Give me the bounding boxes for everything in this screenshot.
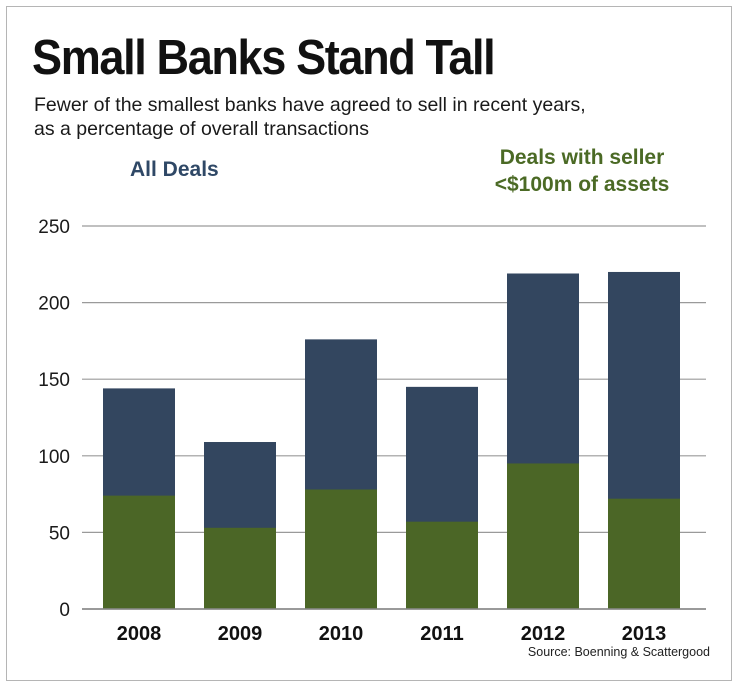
y-tick-label-100: 100	[38, 447, 70, 468]
subtitle-line-2: as a percentage of overall transactions	[34, 118, 369, 140]
bar-small-seller-2013	[608, 498, 680, 609]
bar-small-seller-2008	[103, 495, 175, 609]
y-tick-label-150: 150	[38, 370, 70, 391]
y-tick-label-200: 200	[38, 294, 70, 315]
x-tick-label-2010: 2010	[319, 623, 364, 645]
x-tick-label-2009: 2009	[218, 623, 263, 645]
y-tick-label-250: 250	[38, 217, 70, 238]
y-tick-label-50: 50	[49, 523, 70, 544]
bar-small-seller-2009	[204, 527, 276, 609]
legend-small-seller-line-1: Deals with seller	[499, 146, 665, 169]
legend-small-seller: Deals with seller <$100m of assets	[452, 144, 712, 198]
x-tick-label-2012: 2012	[521, 623, 566, 645]
x-tick-label-2011: 2011	[420, 623, 463, 645]
chart-subtitle: Fewer of the smallest banks have agreed …	[34, 93, 724, 141]
source-note: Source: Boenning & Scattergood	[527, 645, 710, 659]
x-tick-label-2013: 2013	[622, 623, 667, 645]
subtitle-line-1: Fewer of the smallest banks have agreed …	[34, 94, 586, 116]
bar-small-seller-2011	[406, 521, 478, 609]
y-tick-label-0: 0	[59, 600, 70, 621]
legend-small-seller-line-2: <$100m of assets	[494, 173, 670, 196]
chart-title: Small Banks Stand Tall	[32, 31, 496, 85]
legend-all-deals: All Deals	[130, 158, 219, 181]
x-tick-label-2008: 2008	[117, 623, 162, 645]
bar-small-seller-2010	[305, 489, 377, 609]
bar-small-seller-2012	[507, 463, 579, 609]
